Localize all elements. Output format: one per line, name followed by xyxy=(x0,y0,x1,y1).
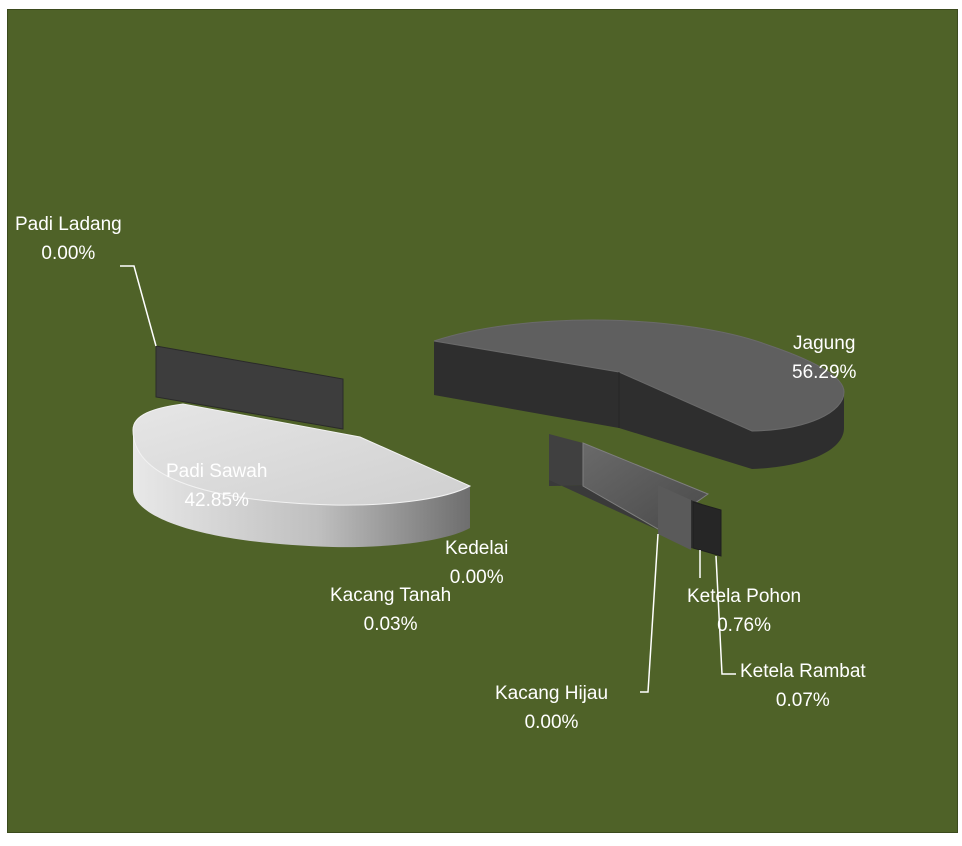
slice-ketela-pohon[interactable] xyxy=(692,501,722,557)
pie-chart-svg xyxy=(120,265,845,693)
slice-padi-ladang[interactable] xyxy=(155,345,344,430)
label-ketela-pohon: Ketela Pohon 0.76% xyxy=(687,586,802,636)
slice-jagung[interactable] xyxy=(433,319,845,469)
label-padi-sawah: Padi Sawah 42.85% xyxy=(166,461,268,511)
slice-padi-sawah[interactable] xyxy=(132,403,472,548)
slice-kedelai[interactable] xyxy=(549,434,583,486)
label-ketela-rambat: Ketela Rambat 0.07% xyxy=(740,661,866,711)
slice-kacang-hijau[interactable] xyxy=(658,485,691,550)
label-kedelai: Kedelai 0.00% xyxy=(445,538,509,588)
leader-line-padi-ladang xyxy=(120,265,157,347)
label-kacang-hijau: Kacang Hijau 0.00% xyxy=(495,683,609,733)
label-jagung: Jagung 56.29% xyxy=(792,333,857,383)
label-padi-ladang: Padi Ladang 0.00% xyxy=(15,214,122,264)
leader-line-kacang-hijau xyxy=(640,533,659,693)
leader-line-ketela-rambat xyxy=(715,555,736,675)
label-kacang-tanah: Kacang Tanah 0.03% xyxy=(330,585,452,635)
chart-area: Padi Ladang 0.00% Padi Sawah 42.85% Jagu… xyxy=(7,9,958,833)
